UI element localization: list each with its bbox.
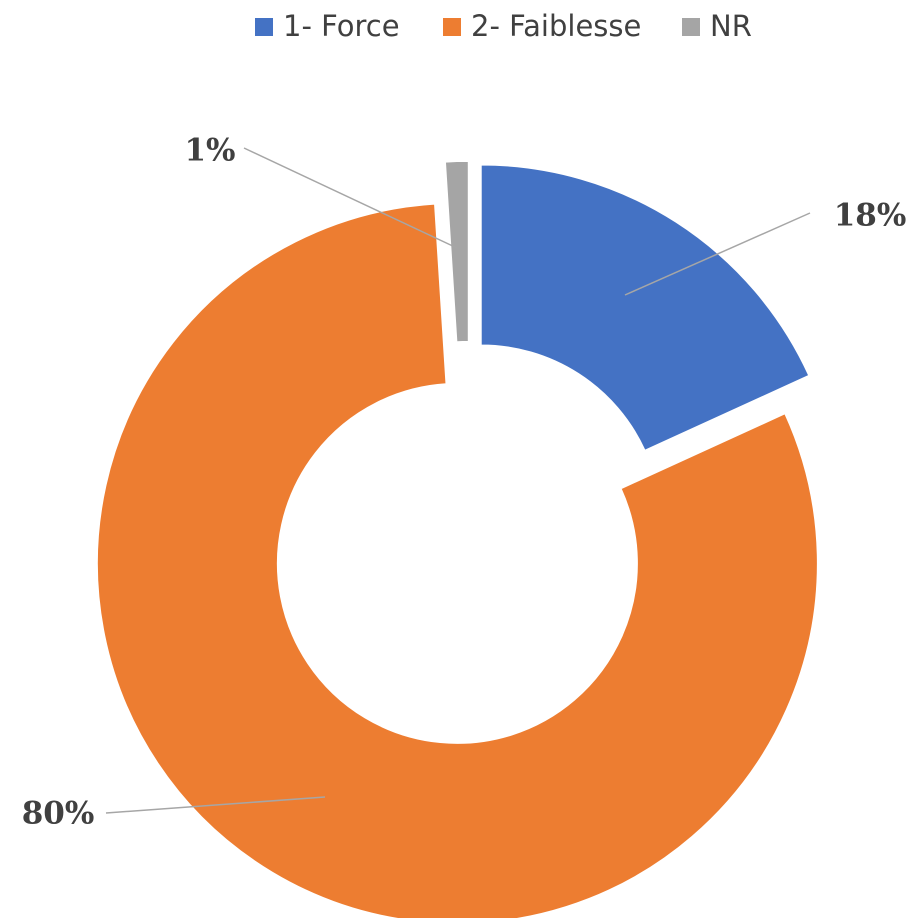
leader-line — [105, 796, 326, 814]
legend-swatch — [682, 18, 700, 36]
leader-line — [243, 147, 458, 249]
legend-label: NR — [710, 9, 752, 43]
legend-swatch — [443, 18, 461, 36]
leader-line — [624, 212, 811, 296]
data-label: 1% — [184, 133, 235, 169]
legend-label: 1- Force — [283, 9, 400, 43]
donut-slice — [480, 164, 810, 451]
data-label: 80% — [22, 796, 95, 832]
donut-slice — [96, 203, 818, 918]
data-label: 18% — [834, 198, 907, 234]
legend-swatch — [255, 18, 273, 36]
donut-slice — [444, 160, 469, 343]
legend-label: 2- Faiblesse — [471, 9, 641, 43]
